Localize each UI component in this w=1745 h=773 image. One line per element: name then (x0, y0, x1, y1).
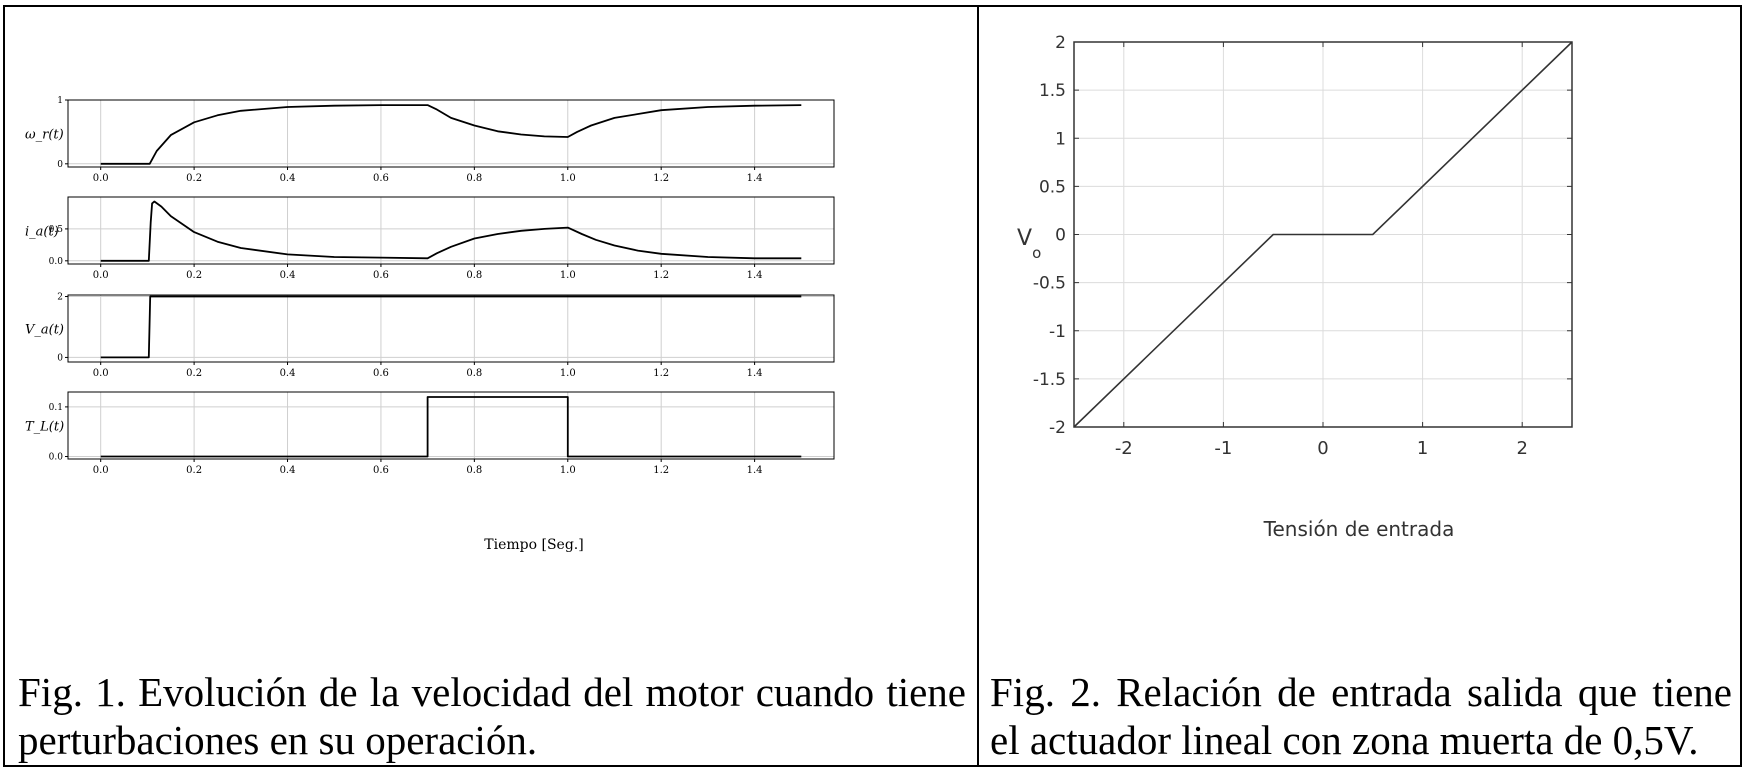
fig1-xtick-label: 0.6 (373, 173, 389, 184)
fig1-ytick-label: 1 (57, 96, 63, 106)
fig2-ylabel-main: V (1017, 226, 1032, 251)
fig1-xtick-label: 0.8 (466, 270, 482, 281)
fig2-series-line (1073, 41, 1573, 428)
fig1-xtick-label: 0.4 (280, 465, 296, 476)
fig2-axes: -2 -1 0 1 2 -2 -1.5 -1 -0.5 0 0.5 1 1.5 2 (1033, 33, 1573, 459)
fig1-ylabel: T_L(t) (25, 420, 64, 435)
fig1-motor-chart: 0.0 0.2 0.4 0.6 0.8 1.0 1.2 1.4 0 1 ω_r(t) 0.0 0.2 0.… (25, 96, 835, 553)
fig1-xtick-label: 1.0 (560, 465, 576, 476)
fig1-series-line (100, 104, 802, 165)
fig1-xtick-label: 1.2 (653, 270, 669, 281)
fig1-xtick-label: 1.0 (560, 173, 576, 184)
fig1-xtick-label: 0.8 (466, 368, 482, 379)
fig2-ytick-label: 0 (1055, 226, 1066, 246)
fig1-ytick-label: 0.1 (49, 403, 63, 413)
figure-table-divider (977, 5, 979, 767)
fig2-ylabel: Vo (1017, 226, 1041, 262)
fig1-xtick-label: 0.2 (186, 173, 202, 184)
fig1-xtick-label: 0.2 (186, 270, 202, 281)
fig1-xtick-label: 0.8 (466, 465, 482, 476)
fig1-xtick-label: 1.2 (653, 465, 669, 476)
fig1-series-line (100, 200, 802, 262)
fig1-ylabel: ω_r(t) (25, 128, 64, 143)
fig1-xtick-label: 1.2 (653, 173, 669, 184)
fig1-xtick-label: 1.0 (560, 368, 576, 379)
fig2-axes-frame (1073, 41, 1573, 428)
fig2-ytick-label: 1.5 (1039, 81, 1066, 101)
fig1-ytick-label: 0 (57, 160, 63, 170)
fig1-xtick-label: 0.2 (186, 465, 202, 476)
fig2-xtick-label: -1 (1214, 438, 1232, 459)
fig1-xtick-label: 0.0 (93, 368, 109, 379)
fig2-ytick-label: -1.5 (1033, 370, 1066, 390)
fig1-xtick-label: 0.4 (280, 270, 296, 281)
fig1-ytick-label: 0 (57, 353, 63, 363)
fig2-xtick-label: 1 (1417, 438, 1428, 459)
fig1-series-line (100, 396, 802, 458)
fig1-xtick-label: 1.4 (747, 270, 763, 281)
fig2-deadzone-chart: -2 -1 0 1 2 -2 -1.5 -1 -0.5 0 0.5 1 1.5 2 Tensión de … (1017, 33, 1573, 541)
fig2-caption: Fig. 2. Relación de entrada salida que t… (990, 669, 1732, 763)
fig2-ytick-label: 0.5 (1039, 177, 1066, 197)
fig1-caption: Fig. 1. Evolución de la velocidad del mo… (18, 669, 966, 763)
fig2-xtick-label: -2 (1115, 438, 1133, 459)
fig1-ytick-label: 2 (57, 293, 63, 303)
fig2-ytick-label: 2 (1055, 33, 1066, 53)
fig1-ylabel: i_a(t) (25, 225, 59, 240)
fig2-ylabel-sub: o (1032, 244, 1041, 262)
fig1-xtick-label: 1.2 (653, 368, 669, 379)
fig1-ytick-label: 0.0 (49, 453, 64, 463)
fig1-ytick-label: 0.5 (49, 225, 64, 235)
figure-table-frame (3, 5, 1742, 767)
fig1-xtick-label: 0.8 (466, 173, 482, 184)
fig1-xtick-label: 0.6 (373, 368, 389, 379)
fig2-ytick-label: 1 (1055, 129, 1066, 149)
fig1-subplot-frame (67, 391, 835, 460)
fig1-xtick-label: 0.0 (93, 465, 109, 476)
fig1-series-line (100, 295, 802, 359)
fig1-subplot-frame (67, 294, 835, 363)
fig1-ytick-label: 0.0 (49, 257, 64, 267)
fig1-subplot-frame (67, 196, 835, 265)
fig1-xtick-label: 0.6 (373, 270, 389, 281)
fig1-ylabel: V_a(t) (25, 323, 64, 338)
fig1-xtick-label: 0.6 (373, 465, 389, 476)
fig1-xlabel: Tiempo [Seg.] (484, 537, 583, 553)
fig2-ytick-label: -2 (1049, 418, 1066, 438)
fig1-xtick-label: 0.4 (280, 368, 296, 379)
fig1-xtick-label: 1.4 (747, 173, 763, 184)
fig2-ytick-label: -0.5 (1033, 274, 1066, 294)
fig1-xtick-label: 1.0 (560, 270, 576, 281)
fig1-subplot-frame (67, 99, 835, 168)
fig2-xtick-label: 0 (1317, 438, 1328, 459)
fig2-xtick-label: 2 (1516, 438, 1527, 459)
fig1-xtick-label: 1.4 (747, 465, 763, 476)
fig1-xtick-label: 0.4 (280, 173, 296, 184)
fig1-xtick-label: 0.0 (93, 173, 109, 184)
fig2-xlabel: Tensión de entrada (1263, 517, 1455, 541)
fig1-xtick-label: 1.4 (747, 368, 763, 379)
fig1-xtick-label: 0.0 (93, 270, 109, 281)
fig1-axes: 0.0 0.2 0.4 0.6 0.8 1.0 1.2 1.4 0 1 ω_r(t) 0.0 0.2 0.… (25, 96, 835, 476)
fig1-xtick-label: 0.2 (186, 368, 202, 379)
fig2-ytick-label: -1 (1049, 322, 1066, 342)
